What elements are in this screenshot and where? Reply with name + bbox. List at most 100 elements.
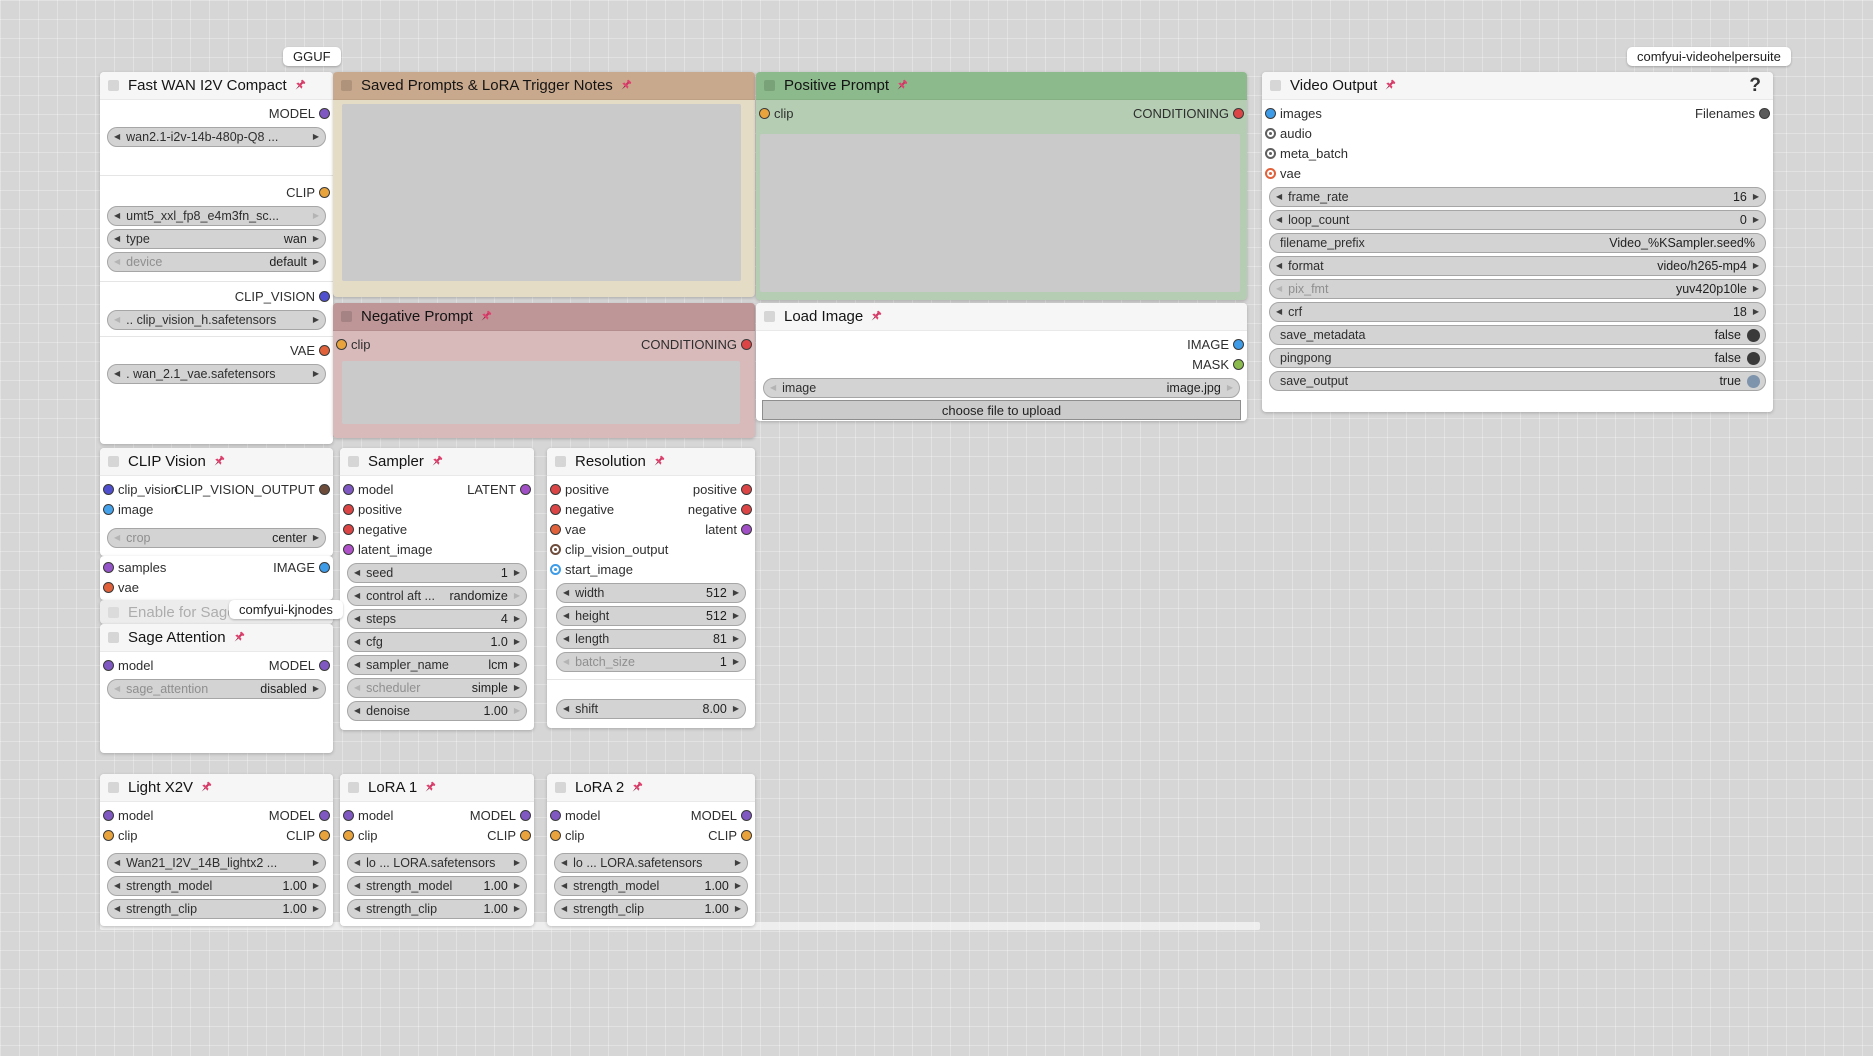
right-arrow-icon[interactable]: ▶ [312,132,319,141]
left-arrow-icon[interactable]: ◀ [354,660,361,669]
node-header-lora-1[interactable]: LoRA 1 [340,774,534,802]
node-header-video-output[interactable]: Video Output? [1262,72,1773,100]
widget-scheduler[interactable]: ◀ scheduler simple ▶ [347,678,527,698]
left-arrow-icon[interactable]: ◀ [1276,215,1283,224]
widget-save-metadata[interactable]: save_metadata false [1269,325,1766,345]
LATENT-port-dot[interactable] [520,484,531,495]
node-light-x2v[interactable]: Light X2V model MODEL clip CLIP ◀ Wan21_I2V_14… [100,774,333,926]
left-arrow-icon[interactable]: ◀ [114,858,121,867]
right-arrow-icon[interactable]: ▶ [312,234,319,243]
right-arrow-icon[interactable]: ▶ [1752,261,1759,270]
collapse-toggle-icon[interactable] [108,456,119,467]
vae-port-dot[interactable] [103,582,114,593]
right-arrow-icon[interactable]: ▶ [513,637,520,646]
right-arrow-icon[interactable]: ▶ [513,858,520,867]
right-arrow-icon[interactable]: ▶ [513,706,520,715]
left-arrow-icon[interactable]: ◀ [563,657,570,666]
right-arrow-icon[interactable]: ▶ [312,211,319,220]
widget-save-output[interactable]: save_output true [1269,371,1766,391]
help-icon[interactable]: ? [1749,75,1761,96]
right-arrow-icon[interactable]: ▶ [734,858,741,867]
left-arrow-icon[interactable]: ◀ [1276,284,1283,293]
choose-file-button[interactable]: choose file to upload [762,400,1241,420]
widget-value[interactable]: ◀ . wan_2.1_vae.safetensors ▶ [107,364,326,384]
right-arrow-icon[interactable]: ▶ [1752,192,1759,201]
tag-kjnodes[interactable]: comfyui-kjnodes [229,600,343,619]
left-arrow-icon[interactable]: ◀ [354,614,361,623]
MODEL-port-dot[interactable] [319,108,330,119]
right-arrow-icon[interactable]: ▶ [312,533,319,542]
collapse-toggle-icon[interactable] [555,782,566,793]
collapse-toggle-icon[interactable] [108,606,119,618]
widget-format[interactable]: ◀ format video/h265-mp4 ▶ [1269,256,1766,276]
node-video-output[interactable]: Video Output? images Filenames audio meta_ba… [1262,72,1773,412]
widget-length[interactable]: ◀ length 81 ▶ [556,629,746,649]
vae-port-dot[interactable] [1265,168,1276,179]
negative-port-dot[interactable] [741,504,752,515]
prompt-textarea[interactable] [342,361,740,424]
clip_vision-port-dot[interactable] [103,484,114,495]
node-header-saved-prompts-note[interactable]: Saved Prompts & LoRA Trigger Notes [333,72,755,100]
right-arrow-icon[interactable]: ▶ [732,588,739,597]
left-arrow-icon[interactable]: ◀ [114,533,121,542]
node-clip-vision[interactable]: CLIP Vision clip_vision CLIP_VISION_OUTPUT… [100,448,333,556]
CLIP-port-dot[interactable] [319,187,330,198]
start_image-port-dot[interactable] [550,564,561,575]
collapse-toggle-icon[interactable] [341,311,352,322]
right-arrow-icon[interactable]: ▶ [1752,284,1759,293]
left-arrow-icon[interactable]: ◀ [114,369,121,378]
images-port-dot[interactable] [1265,108,1276,119]
left-arrow-icon[interactable]: ◀ [563,634,570,643]
right-arrow-icon[interactable]: ▶ [734,881,741,890]
right-arrow-icon[interactable]: ▶ [1752,307,1759,316]
node-sage-attention[interactable]: Sage Attention model MODEL ◀ sage_attention d… [100,624,333,753]
node-resolution[interactable]: Resolution positive positive negative negati… [547,448,755,728]
widget-value[interactable]: ◀ wan2.1-i2v-14b-480p-Q8 ... ▶ [107,127,326,147]
collapsed-node-title-bar[interactable]: Enable for Sage [100,600,333,624]
right-arrow-icon[interactable]: ▶ [1226,383,1233,392]
widget-value[interactable]: ◀ lo ... LORA.safetensors ▶ [554,853,748,873]
node-header-resolution[interactable]: Resolution [547,448,755,476]
left-arrow-icon[interactable]: ◀ [114,881,121,890]
VAE-port-dot[interactable] [319,345,330,356]
left-arrow-icon[interactable]: ◀ [114,257,121,266]
right-arrow-icon[interactable]: ▶ [732,704,739,713]
CONDITIONING-port-dot[interactable] [1233,108,1244,119]
widget-sampler-name[interactable]: ◀ sampler_name lcm ▶ [347,655,527,675]
left-arrow-icon[interactable]: ◀ [1276,307,1283,316]
MODEL-port-dot[interactable] [319,660,330,671]
node-header-lora-2[interactable]: LoRA 2 [547,774,755,802]
MODEL-port-dot[interactable] [520,810,531,821]
node-negative-prompt[interactable]: Negative Prompt clip CONDITIONING [333,303,755,438]
left-arrow-icon[interactable]: ◀ [1276,261,1283,270]
right-arrow-icon[interactable]: ▶ [312,257,319,266]
clip-port-dot[interactable] [336,339,347,350]
left-arrow-icon[interactable]: ◀ [561,904,568,913]
widget-type[interactable]: ◀ type wan ▶ [107,229,326,249]
collapse-toggle-icon[interactable] [348,456,359,467]
node-saved-prompts-note[interactable]: Saved Prompts & LoRA Trigger Notes [333,72,755,297]
toggle-icon[interactable] [1747,351,1760,365]
tag-videohelpersuite[interactable]: comfyui-videohelpersuite [1627,47,1791,66]
image-port-dot[interactable] [103,504,114,515]
CLIP-port-dot[interactable] [741,830,752,841]
right-arrow-icon[interactable]: ▶ [513,683,520,692]
widget-loop-count[interactable]: ◀ loop_count 0 ▶ [1269,210,1766,230]
CLIP-port-dot[interactable] [520,830,531,841]
node-header-load-image[interactable]: Load Image [756,303,1247,331]
model-port-dot[interactable] [343,810,354,821]
widget-strength-clip[interactable]: ◀ strength_clip 1.00 ▶ [554,899,748,919]
widget-value[interactable]: ◀ lo ... LORA.safetensors ▶ [347,853,527,873]
right-arrow-icon[interactable]: ▶ [513,904,520,913]
left-arrow-icon[interactable]: ◀ [563,704,570,713]
node-header-light-x2v[interactable]: Light X2V [100,774,333,802]
collapse-toggle-icon[interactable] [555,456,566,467]
widget-strength-model[interactable]: ◀ strength_model 1.00 ▶ [347,876,527,896]
widget-strength-clip[interactable]: ◀ strength_clip 1.00 ▶ [107,899,326,919]
collapse-toggle-icon[interactable] [108,782,119,793]
left-arrow-icon[interactable]: ◀ [354,637,361,646]
MODEL-port-dot[interactable] [319,810,330,821]
collapse-toggle-icon[interactable] [764,311,775,322]
CONDITIONING-port-dot[interactable] [741,339,752,350]
